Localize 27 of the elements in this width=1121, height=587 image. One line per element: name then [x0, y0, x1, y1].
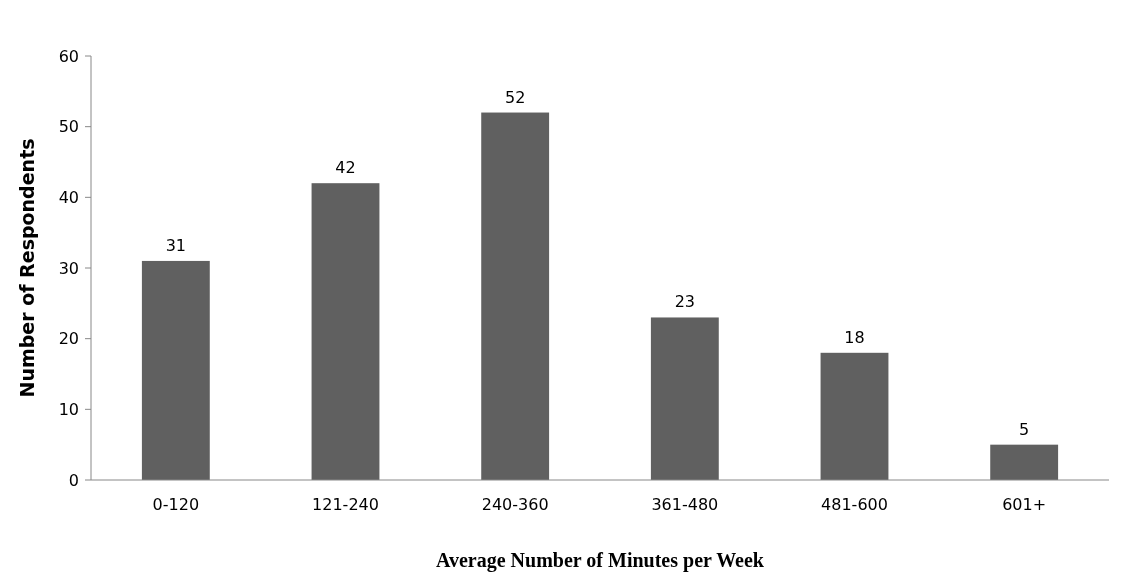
- bar: [481, 112, 550, 480]
- y-tick-label: 20: [58, 329, 79, 349]
- x-tick-label: 121-240: [312, 495, 379, 514]
- data-label: 31: [165, 235, 187, 255]
- y-tick-label: 60: [58, 46, 79, 66]
- x-tick-label: 361-480: [651, 495, 719, 514]
- data-label: 18: [844, 327, 865, 347]
- x-tick-label: 601+: [1002, 495, 1047, 514]
- y-tick-label: 0: [68, 470, 79, 490]
- data-label: 42: [335, 158, 356, 178]
- bar: [311, 183, 380, 480]
- y-tick-label: 50: [58, 117, 79, 137]
- x-tick-label: 240-360: [481, 495, 549, 514]
- y-tick-label: 40: [58, 187, 79, 207]
- y-tick-label: 10: [58, 399, 79, 419]
- y-tick-label: 30: [58, 258, 79, 278]
- x-tick-label: 0-120: [152, 495, 200, 514]
- x-tick-label: 481-600: [821, 495, 888, 514]
- bar: [990, 444, 1059, 480]
- data-label: 52: [504, 87, 526, 107]
- x-axis-title: Average Number of Minutes per Week: [436, 549, 765, 572]
- data-label: 5: [1019, 419, 1030, 439]
- bar: [820, 352, 889, 480]
- bar: [650, 317, 719, 480]
- y-axis-title: Number of Respondents: [16, 138, 38, 398]
- bar: [141, 260, 210, 480]
- data-label: 23: [674, 292, 696, 312]
